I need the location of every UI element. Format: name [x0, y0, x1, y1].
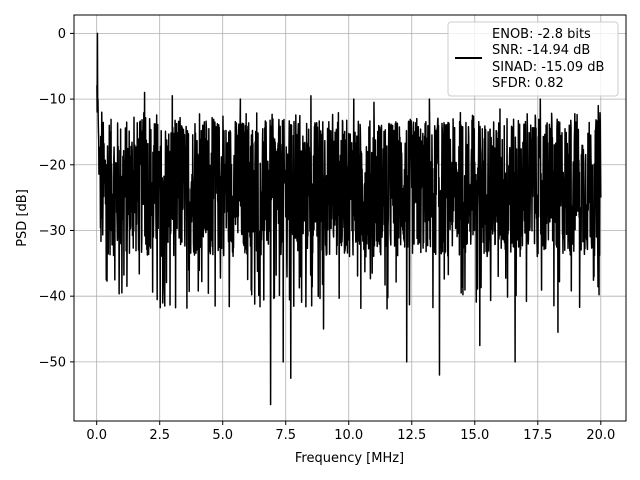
y-tick-label: −30 — [39, 224, 66, 239]
x-tick-label: 0.0 — [86, 428, 107, 443]
x-axis: 0.0 2.5 5.0 7.5 10.0 12.5 15.0 17.5 20.0 — [86, 421, 615, 443]
y-tick-label: −10 — [39, 93, 66, 108]
x-tick-label: 5.0 — [212, 428, 233, 443]
legend-enob: ENOB: -2.8 bits — [492, 27, 591, 42]
x-tick-label: 17.5 — [523, 428, 552, 443]
x-tick-label: 2.5 — [149, 428, 170, 443]
psd-series — [96, 32, 602, 406]
x-axis-label: Frequency [MHz] — [295, 451, 404, 466]
legend-sinad: SINAD: -15.09 dB — [492, 60, 604, 75]
legend-sfdr: SFDR: 0.82 — [492, 76, 564, 91]
y-axis-label: PSD [dB] — [15, 189, 30, 247]
x-tick-label: 15.0 — [460, 428, 489, 443]
legend-box — [447, 21, 619, 97]
plot-frame — [73, 14, 627, 422]
x-tick-label: 12.5 — [397, 428, 426, 443]
y-tick-label: −50 — [39, 355, 66, 370]
x-tick-label: 7.5 — [275, 428, 296, 443]
x-tick-label: 10.0 — [334, 428, 363, 443]
y-tick-label: −20 — [39, 158, 66, 173]
psd-line — [96, 32, 602, 406]
x-tick-label: 20.0 — [586, 428, 615, 443]
y-tick-label: 0 — [58, 27, 66, 42]
legend-snr: SNR: -14.94 dB — [492, 43, 590, 58]
y-tick-label: −40 — [39, 290, 66, 305]
legend: ENOB: -2.8 bits SNR: -14.94 dB SINAD: -1… — [447, 21, 619, 97]
y-axis: 0 −10 −20 −30 −40 −50 — [39, 27, 74, 370]
